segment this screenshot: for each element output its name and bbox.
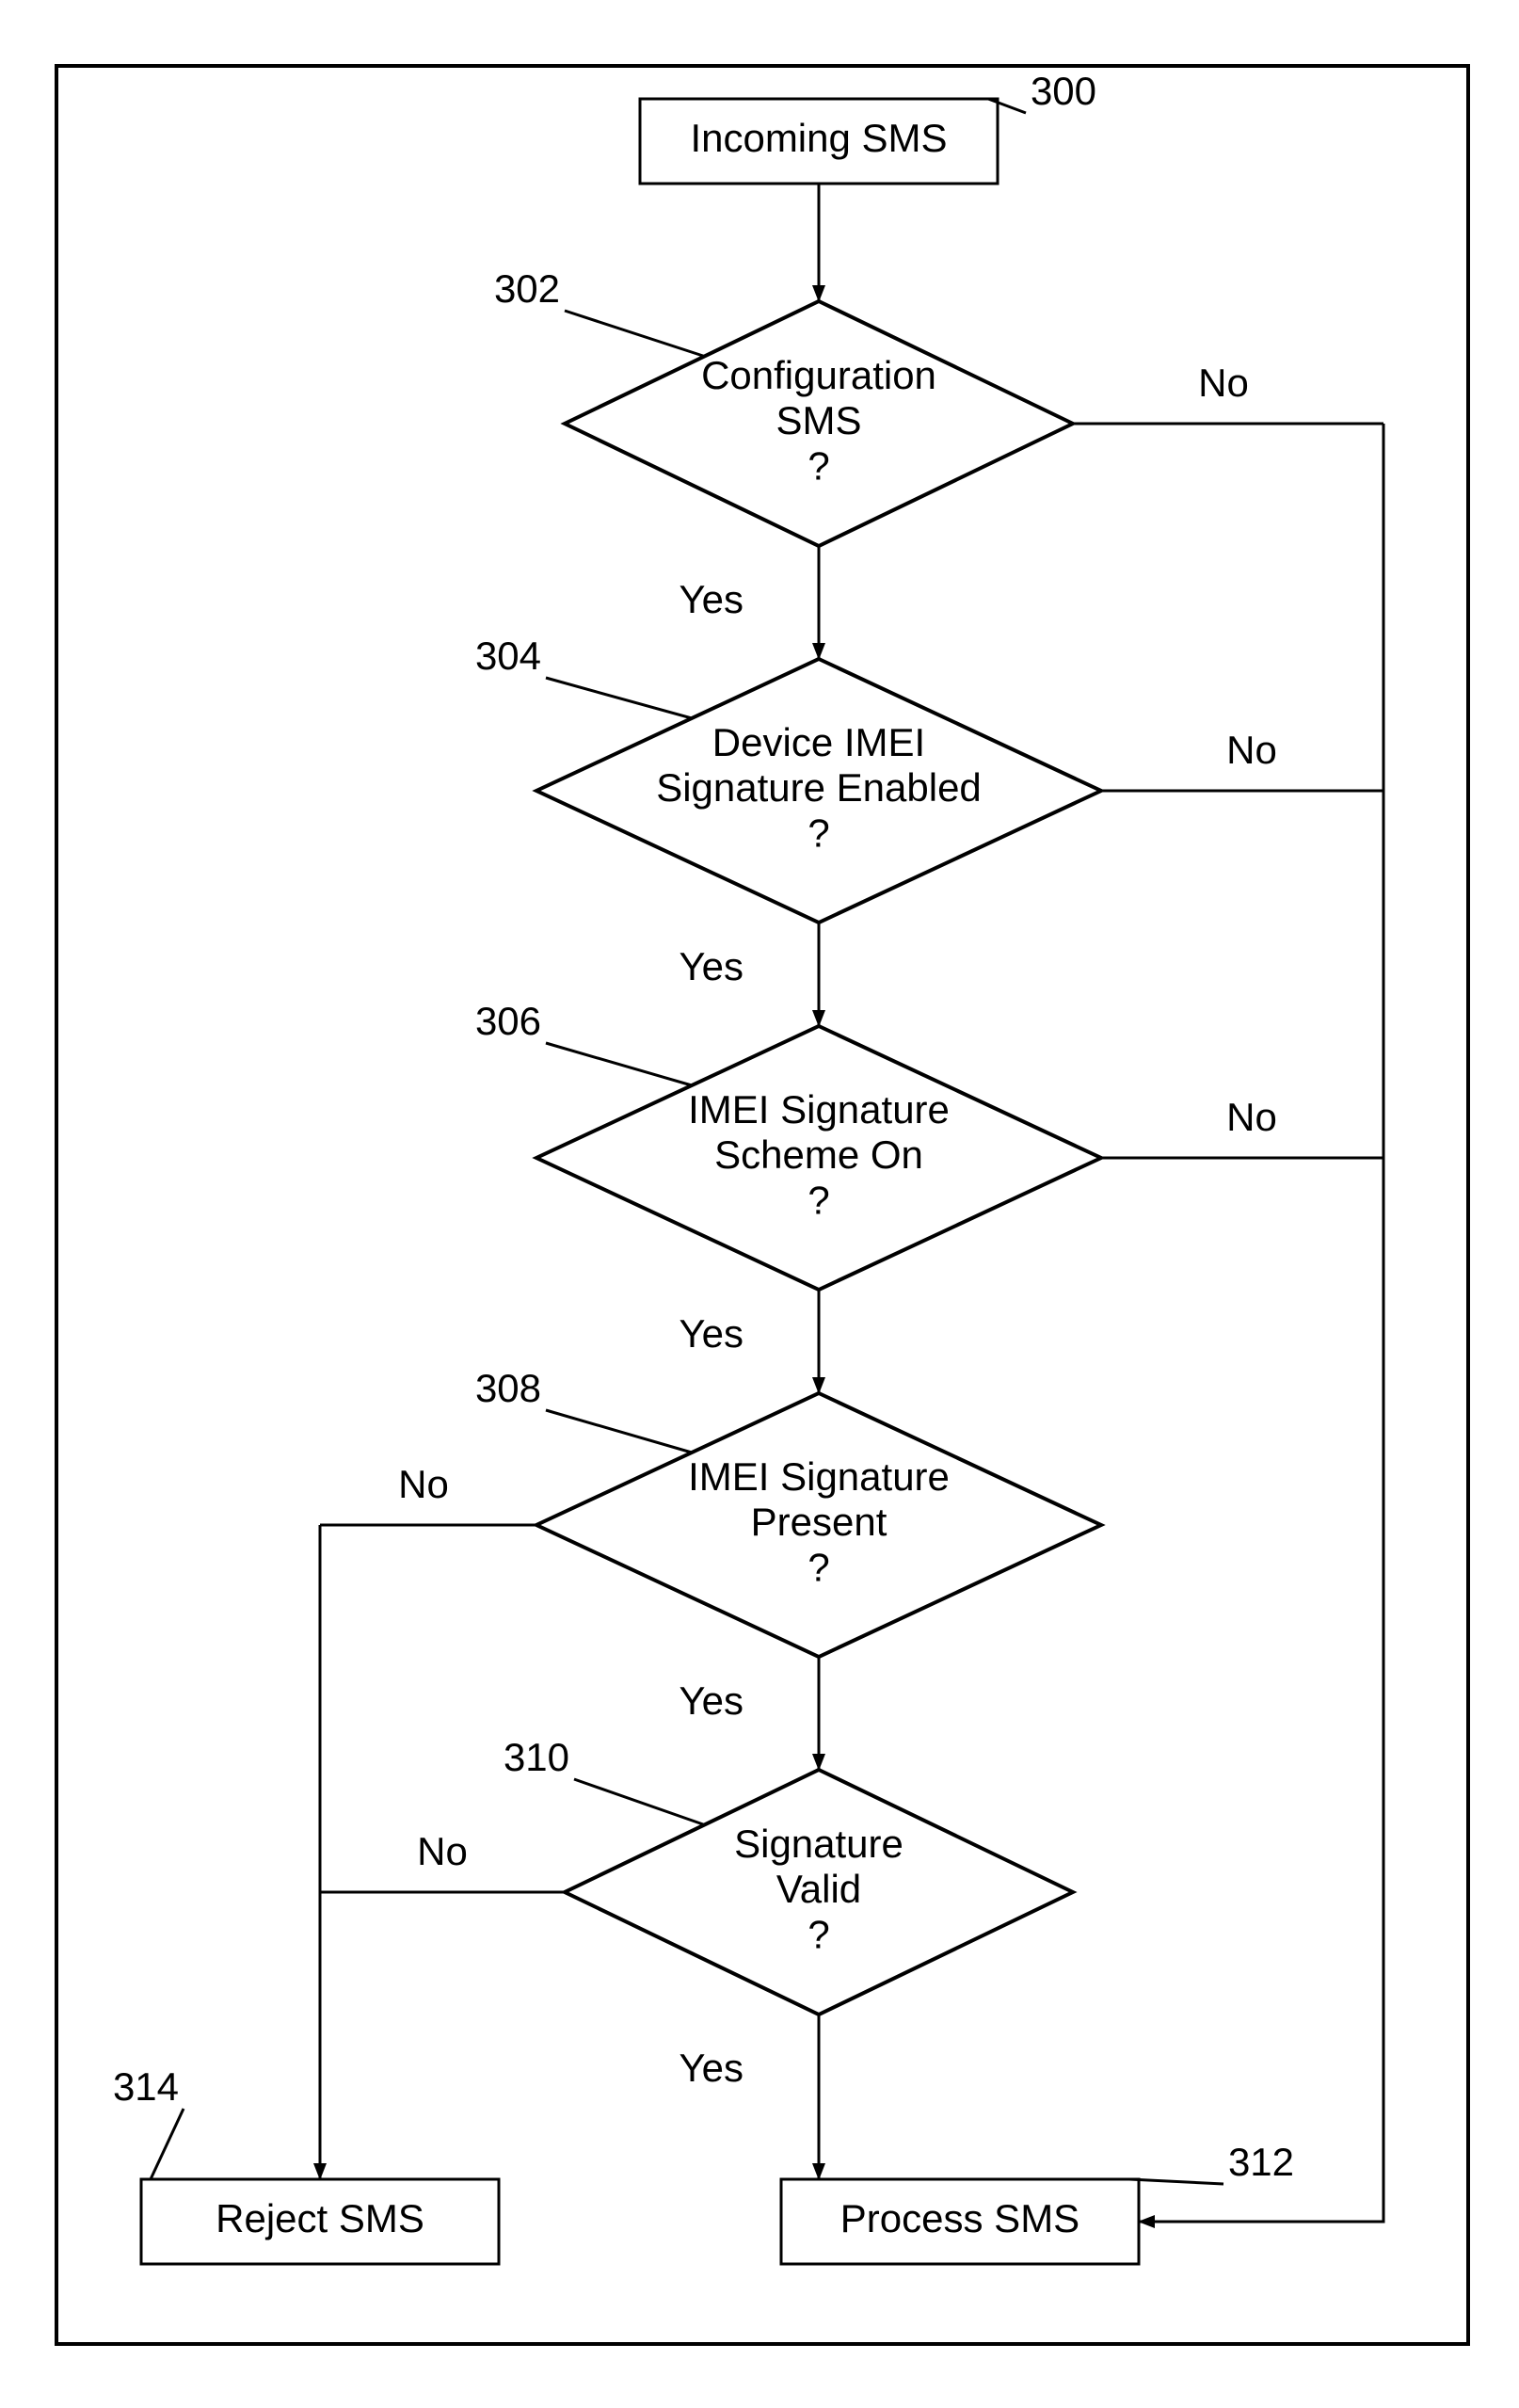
edge-label-10: No bbox=[398, 1462, 449, 1506]
edge-label-2: Yes bbox=[679, 944, 744, 988]
node-n308-line-0: IMEI Signature bbox=[688, 1454, 950, 1499]
ref-link-306 bbox=[546, 1043, 692, 1085]
node-n312-line-0: Process SMS bbox=[840, 2196, 1079, 2240]
ref-link-304 bbox=[546, 678, 692, 718]
ref-link-308 bbox=[546, 1410, 692, 1453]
ref-312: 312 bbox=[1228, 2140, 1294, 2184]
edge-9 bbox=[1139, 424, 1383, 2222]
node-n306-line-1: Scheme On bbox=[714, 1132, 923, 1177]
node-n310-line-2: ? bbox=[807, 1912, 829, 1956]
node-n304-line-1: Signature Enabled bbox=[656, 765, 982, 810]
node-n308-line-1: Present bbox=[751, 1500, 887, 1544]
edge-label-7: No bbox=[1226, 728, 1277, 772]
ref-link-314 bbox=[151, 2109, 184, 2179]
ref-302: 302 bbox=[494, 266, 560, 311]
ref-link-310 bbox=[574, 1779, 705, 1825]
ref-308: 308 bbox=[475, 1366, 541, 1410]
edge-label-11: No bbox=[417, 1829, 468, 1873]
node-n302-line-1: SMS bbox=[775, 398, 861, 442]
node-n310-line-1: Valid bbox=[776, 1867, 861, 1911]
ref-link-302 bbox=[565, 311, 705, 357]
edge-label-1: Yes bbox=[679, 577, 744, 621]
ref-314: 314 bbox=[113, 2064, 179, 2109]
node-n306-line-0: IMEI Signature bbox=[688, 1087, 950, 1132]
edge-label-5: Yes bbox=[679, 2046, 744, 2090]
node-n308-line-2: ? bbox=[807, 1545, 829, 1589]
node-n304-line-2: ? bbox=[807, 811, 829, 855]
node-n304-line-0: Device IMEI bbox=[712, 720, 925, 764]
edge-label-6: No bbox=[1198, 361, 1249, 405]
ref-310: 310 bbox=[504, 1735, 569, 1779]
node-n302-line-2: ? bbox=[807, 443, 829, 488]
node-n310-line-0: Signature bbox=[734, 1822, 903, 1866]
edge-label-4: Yes bbox=[679, 1678, 744, 1723]
node-n306-line-2: ? bbox=[807, 1178, 829, 1222]
ref-link-312 bbox=[1129, 2179, 1223, 2184]
node-n302-line-0: Configuration bbox=[701, 353, 936, 397]
edge-label-8: No bbox=[1226, 1095, 1277, 1139]
ref-306: 306 bbox=[475, 999, 541, 1043]
node-n314-line-0: Reject SMS bbox=[216, 2196, 424, 2240]
ref-300: 300 bbox=[1031, 69, 1096, 113]
ref-304: 304 bbox=[475, 634, 541, 678]
node-n300-line-0: Incoming SMS bbox=[690, 116, 947, 160]
edge-label-3: Yes bbox=[679, 1311, 744, 1356]
